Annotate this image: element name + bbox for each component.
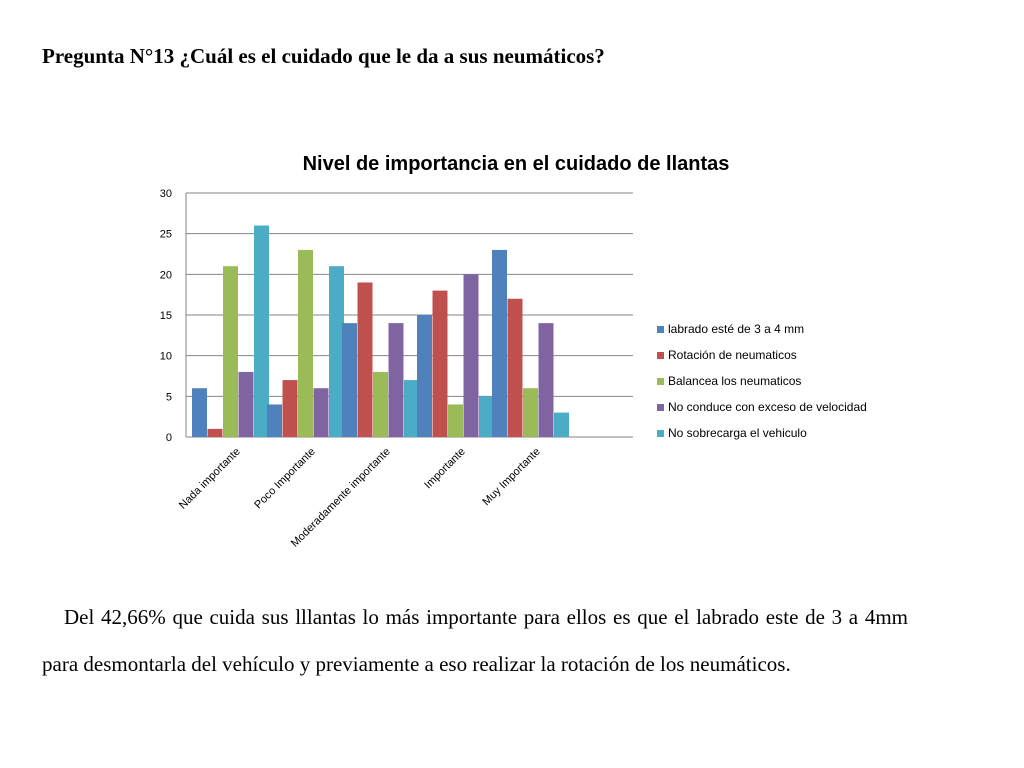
bar	[404, 380, 419, 437]
bar	[479, 396, 494, 437]
bar	[329, 266, 344, 437]
bar	[523, 388, 538, 437]
legend-swatch	[657, 430, 664, 437]
legend-swatch	[657, 326, 664, 333]
y-tick-label: 15	[160, 310, 172, 322]
bar	[207, 428, 223, 437]
y-tick-label: 5	[166, 391, 172, 403]
bar	[192, 388, 207, 437]
bar	[417, 315, 432, 437]
bar	[298, 249, 313, 437]
chart-bars	[192, 225, 569, 437]
x-tick-label: Nada importante	[177, 446, 243, 512]
bar	[388, 323, 404, 437]
bar	[223, 266, 238, 437]
bar	[342, 323, 357, 437]
legend-label: Balancea los neumaticos	[668, 374, 801, 388]
bar	[313, 388, 329, 437]
x-tick-label: Importante	[422, 446, 468, 492]
bar	[238, 371, 254, 437]
bar	[357, 282, 373, 437]
y-tick-label: 20	[160, 269, 172, 281]
y-tick-label: 10	[160, 351, 172, 363]
bar	[463, 274, 479, 437]
x-tick-label: Muy Importante	[480, 446, 543, 509]
y-tick-label: 30	[160, 188, 172, 200]
bar	[432, 290, 448, 437]
analysis-paragraph: Del 42,66% que cuida sus lllantas lo más…	[42, 605, 908, 676]
legend-label: No sobrecarga el vehiculo	[668, 426, 807, 440]
bar	[554, 412, 569, 437]
legend-label: labrado esté de 3 a 4 mm	[668, 322, 804, 336]
bar	[267, 404, 282, 437]
bar	[492, 249, 507, 437]
legend-swatch	[657, 404, 664, 411]
question-heading: Pregunta N°13 ¿Cuál es el cuidado que le…	[42, 44, 605, 68]
bar	[373, 371, 388, 437]
legend-label: No conduce con exceso de velocidad	[668, 400, 867, 414]
legend-swatch	[657, 378, 664, 385]
y-axis: 0 5 10 15 20 25 30	[160, 188, 187, 444]
legend-label: Rotación de neumaticos	[668, 348, 797, 362]
bar	[448, 404, 463, 437]
x-axis: Nada importante Poco ImportanteModeradame…	[177, 446, 543, 550]
bar	[254, 225, 269, 437]
y-tick-label: 25	[160, 229, 172, 241]
bar	[538, 323, 554, 437]
bar	[507, 298, 523, 437]
y-tick-label: 0	[166, 432, 172, 444]
chart-legend: labrado esté de 3 a 4 mm Rotación de neum…	[657, 322, 867, 440]
bar	[282, 380, 298, 437]
legend-swatch	[657, 352, 664, 359]
chart-title: Nivel de importancia en el cuidado de ll…	[303, 153, 730, 175]
x-tick-label: Poco Importante	[252, 446, 318, 512]
